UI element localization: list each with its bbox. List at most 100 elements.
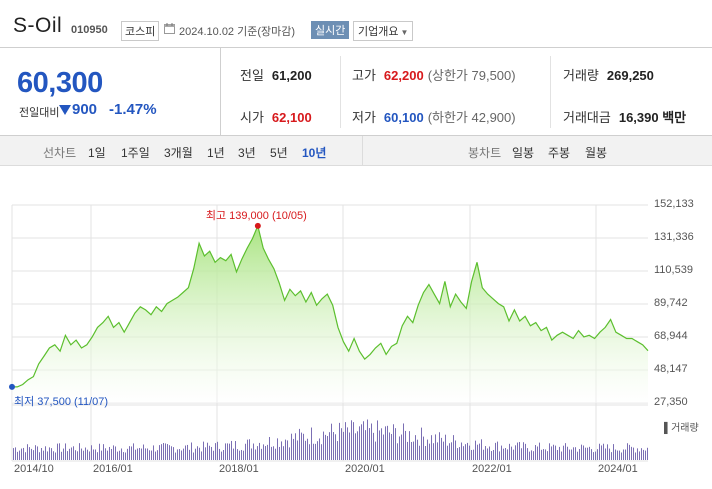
volume-bar bbox=[507, 449, 508, 460]
volume-bar bbox=[597, 449, 598, 460]
current-price: 60,300 bbox=[17, 67, 103, 99]
volume-bar bbox=[141, 448, 142, 460]
y-tick-label: 131,336 bbox=[654, 230, 694, 243]
volume-bar bbox=[261, 448, 262, 460]
volume-bar bbox=[257, 446, 258, 460]
volume-bar bbox=[31, 448, 32, 460]
volume-bar bbox=[101, 450, 102, 460]
volume-bar bbox=[277, 438, 278, 460]
high-marker bbox=[254, 222, 261, 229]
volume-bar bbox=[271, 446, 272, 460]
volume-bar bbox=[309, 444, 310, 460]
current-price-panel: 60,300 전일대비 900 -1.47% bbox=[0, 48, 221, 135]
stat-label: 시가 bbox=[240, 110, 264, 125]
volume-bar bbox=[219, 448, 220, 460]
tab-3m[interactable]: 3개월 bbox=[164, 146, 193, 160]
volume-bar bbox=[531, 450, 532, 460]
price-area bbox=[12, 225, 648, 403]
x-tick-label: 2020/01 bbox=[345, 463, 385, 475]
volume-bar bbox=[71, 447, 72, 460]
volume-bar bbox=[159, 445, 160, 460]
volume-bar bbox=[503, 448, 504, 460]
lower-limit: (하한가 42,900) bbox=[427, 110, 516, 125]
company-info-dropdown[interactable]: 기업개요 ▼ bbox=[353, 21, 414, 41]
volume-bar bbox=[63, 448, 64, 460]
tab-1y[interactable]: 1년 bbox=[207, 146, 225, 160]
volume-bar bbox=[403, 423, 404, 460]
volume-bar bbox=[325, 434, 326, 460]
volume-bar bbox=[551, 446, 552, 460]
volume-bar bbox=[113, 445, 114, 460]
volume-bar bbox=[181, 450, 182, 460]
volume-bar bbox=[329, 432, 330, 460]
volume-bar bbox=[515, 445, 516, 460]
volume-bar bbox=[313, 443, 314, 460]
volume-bar bbox=[279, 446, 280, 460]
tab-5y[interactable]: 5년 bbox=[270, 146, 288, 160]
x-tick-label: 2014/10 bbox=[14, 463, 54, 475]
volume-bar bbox=[427, 439, 428, 460]
volume-bar bbox=[237, 449, 238, 460]
tab-10y[interactable]: 10년 bbox=[302, 146, 327, 160]
volume-bar bbox=[33, 450, 34, 460]
volume-bar bbox=[293, 438, 294, 460]
volume-bar bbox=[505, 448, 506, 460]
stat-volume: 거래량 269,250 bbox=[563, 65, 654, 84]
volume-bar bbox=[43, 450, 44, 460]
volume-bar bbox=[525, 443, 526, 460]
volume-bar bbox=[83, 450, 84, 460]
volume-bar bbox=[363, 421, 364, 460]
volume-bar bbox=[441, 437, 442, 460]
stat-value: 61,200 bbox=[271, 68, 312, 83]
divider bbox=[362, 136, 363, 166]
low-marker bbox=[9, 383, 15, 390]
tab-1d[interactable]: 1일 bbox=[88, 146, 106, 160]
volume-bar bbox=[535, 445, 536, 460]
tab-monthly[interactable]: 월봉 bbox=[585, 146, 608, 160]
volume-bar bbox=[419, 445, 420, 460]
volume-bar bbox=[617, 450, 618, 460]
volume-bar bbox=[207, 442, 208, 460]
volume-bar bbox=[187, 444, 188, 460]
volume-bar bbox=[587, 447, 588, 460]
volume-bar bbox=[619, 450, 620, 460]
chart-tabs: 선차트 1일 1주일 3개월 1년 3년 5년 10년 봉차트 일봉 주봉 월봉 bbox=[0, 136, 712, 166]
volume-bar bbox=[421, 427, 422, 460]
volume-bar bbox=[495, 442, 496, 460]
volume-bar bbox=[315, 443, 316, 460]
volume-bar bbox=[365, 430, 366, 460]
volume-bar bbox=[131, 446, 132, 460]
volume-bar bbox=[319, 438, 320, 460]
volume-bar bbox=[305, 440, 306, 460]
volume-bar bbox=[39, 452, 40, 460]
volume-bar bbox=[517, 442, 518, 460]
tab-daily[interactable]: 일봉 bbox=[512, 146, 535, 160]
volume-bar bbox=[317, 441, 318, 460]
volume-bar bbox=[163, 443, 164, 460]
volume-bar bbox=[529, 451, 530, 460]
volume-bar bbox=[473, 449, 474, 460]
volume-bar bbox=[467, 442, 468, 460]
tab-3y[interactable]: 3년 bbox=[238, 146, 256, 160]
price-change: 900 bbox=[72, 101, 98, 118]
volume-bar bbox=[395, 428, 396, 460]
volume-bar bbox=[631, 446, 632, 460]
volume-bar bbox=[201, 451, 202, 460]
price-change-percent: -1.47% bbox=[109, 101, 157, 118]
volume-bar bbox=[89, 451, 90, 460]
company-info-label: 기업개요 bbox=[358, 26, 399, 38]
x-tick-label: 2024/01 bbox=[598, 463, 638, 475]
tab-weekly[interactable]: 주봉 bbox=[548, 146, 571, 160]
tab-1w[interactable]: 1주일 bbox=[121, 146, 150, 160]
volume-bar bbox=[267, 444, 268, 460]
volume-bar bbox=[435, 434, 436, 460]
volume-bar bbox=[115, 446, 116, 460]
realtime-button[interactable]: 실시간 bbox=[311, 21, 350, 39]
volume-bar bbox=[121, 448, 122, 460]
volume-bar bbox=[193, 452, 194, 460]
volume-bar bbox=[59, 443, 60, 460]
volume-bar bbox=[191, 442, 192, 460]
volume-bar bbox=[433, 443, 434, 460]
volume-bar bbox=[639, 451, 640, 460]
volume-bar bbox=[565, 443, 566, 460]
